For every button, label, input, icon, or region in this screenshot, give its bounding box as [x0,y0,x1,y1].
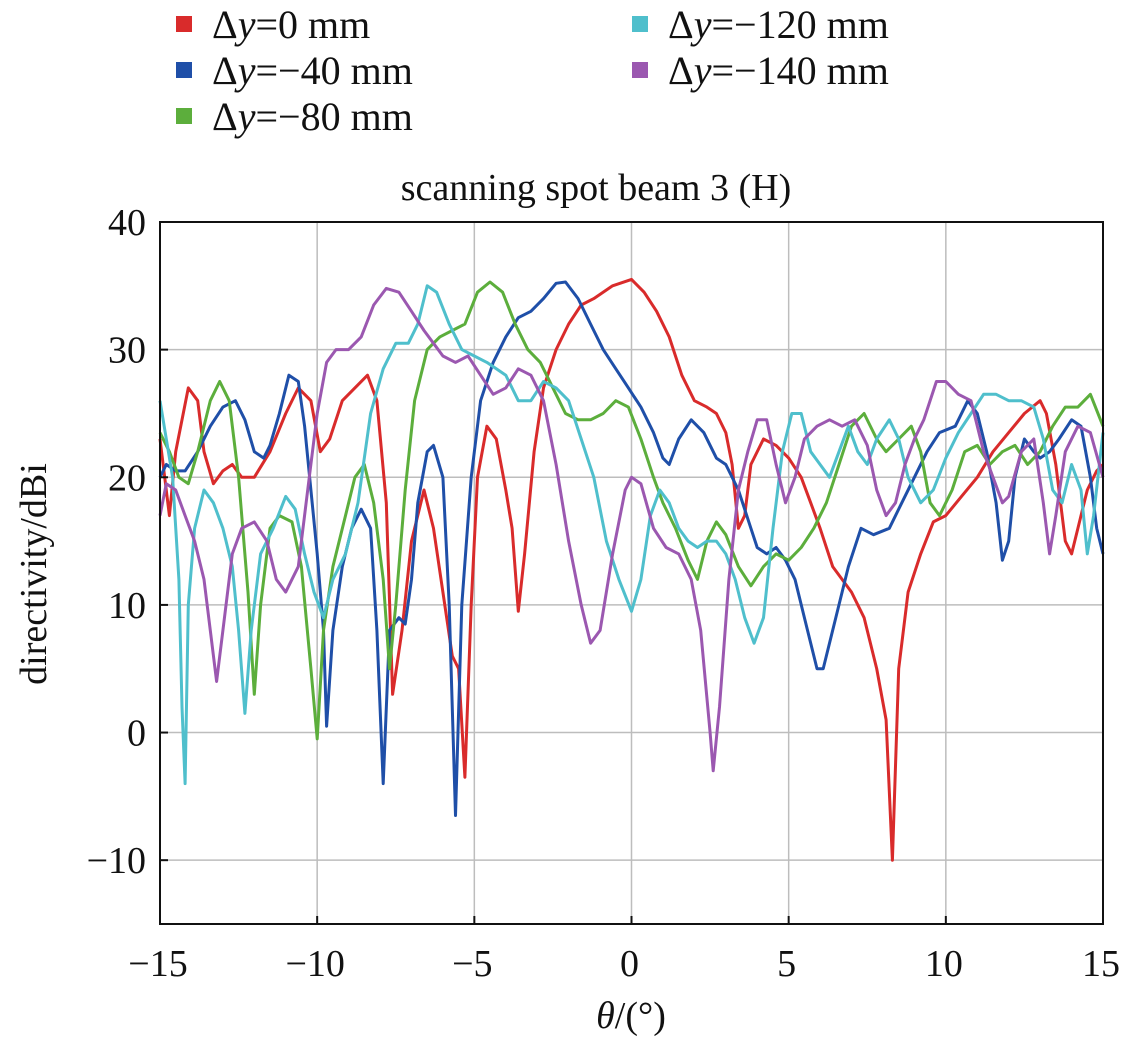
legend-swatch [176,16,192,32]
y-tick-label: 30 [108,330,146,372]
y-tick-label: 20 [108,457,146,499]
y-tick-label: −10 [87,840,146,882]
series-line-5 [158,286,1105,773]
x-axis-title: θ/(°) [596,995,666,1037]
series-line-1 [158,277,1105,862]
chart-title: scanning spot beam 3 (H) [401,167,791,209]
series-line-2 [158,280,1105,817]
legend-swatch [176,108,192,124]
legend-swatch [176,62,192,78]
y-tick-label: 0 [127,713,146,755]
y-tick-label: 40 [108,202,146,244]
x-tick-label: −10 [285,943,344,985]
y-tick-label: 10 [108,585,146,627]
series-group [158,277,1105,862]
x-tick-label: 0 [620,943,639,985]
legend-label: Δy=0 mm [212,2,370,47]
x-axis-ticks: −15 −10 −5 0 5 10 15 [128,916,1120,985]
x-tick-label: −5 [452,943,492,985]
x-tick-label: −15 [128,943,187,985]
legend-label: Δy=−140 mm [668,48,889,93]
legend-label: Δy=−120 mm [668,2,889,47]
x-tick-label: 5 [777,943,796,985]
legend-label: Δy=−80 mm [212,94,413,139]
legend-swatch [632,62,648,78]
legend-swatch [632,16,648,32]
y-axis-ticks: −10 0 10 20 30 40 [87,202,168,882]
series-line-4 [158,284,1105,786]
y-axis-title: directivity/dBi [13,463,55,685]
x-tick-label: 15 [1082,943,1120,985]
legend-label: Δy=−40 mm [212,48,413,93]
x-tick-label: 10 [925,943,963,985]
